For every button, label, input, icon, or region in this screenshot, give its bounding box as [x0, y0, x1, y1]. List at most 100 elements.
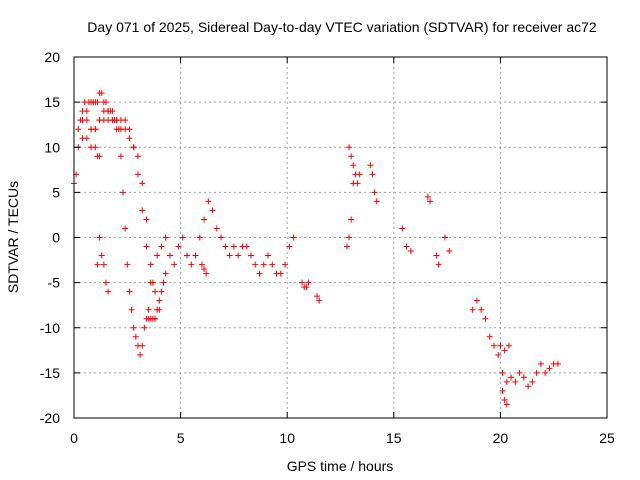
data-point-s0-g0-29 [132, 333, 139, 340]
data-point-s0-g1-18 [152, 315, 159, 322]
data-point-s0-g6-2 [203, 270, 210, 277]
data-point-s0-g1-2 [83, 117, 90, 124]
data-point-s0-g7-2 [303, 284, 310, 291]
y-tick-label-0: -20 [40, 410, 60, 426]
data-point-s0-g4-4 [102, 279, 109, 286]
data-point-s0-g5-32 [282, 261, 289, 268]
data-point-s0-g5-19 [226, 252, 233, 259]
data-point-s0-g5-5 [166, 252, 173, 259]
data-point-s0-g9-6 [356, 171, 363, 178]
data-point-s0-g15-14 [529, 378, 536, 385]
data-point-s0-g14-2 [441, 234, 448, 241]
data-point-s0-g11-2 [371, 189, 378, 196]
data-point-s0-g0-32 [139, 342, 146, 349]
data-point-s0-g4-1 [96, 234, 103, 241]
data-point-s0-g3-3 [96, 153, 103, 160]
y-tick-label-5: 5 [52, 184, 60, 200]
data-point-s0-g15-15 [533, 369, 540, 376]
data-point-s0-g6-0 [198, 261, 205, 268]
data-point-s0-g5-24 [247, 252, 254, 259]
y-tick-label-7: 15 [44, 94, 60, 110]
data-point-s0-g0-23 [120, 189, 127, 196]
data-point-s0-g15-17 [542, 369, 549, 376]
data-point-s0-g0-33 [141, 324, 148, 331]
data-point-s0-g2-11 [126, 135, 133, 142]
data-point-s0-g16-2 [503, 401, 510, 408]
data-point-s0-g0-22 [117, 153, 124, 160]
data-point-s0-g1-11 [122, 117, 129, 124]
data-point-s0-g5-31 [277, 270, 284, 277]
data-point-s0-g1-0 [75, 126, 82, 133]
data-point-s0-g4-3 [100, 261, 107, 268]
data-point-s0-g12-0 [399, 225, 406, 232]
data-point-s0-g17-0 [497, 342, 504, 349]
data-point-s0-g15-6 [495, 351, 502, 358]
data-point-s0-g11-0 [367, 162, 374, 169]
data-point-s0-g0-15 [102, 99, 109, 106]
data-point-s0-g14-3 [446, 248, 453, 255]
data-point-s0-g5-28 [265, 252, 272, 259]
data-point-s0-g5-27 [260, 261, 267, 268]
data-point-s0-g15-20 [554, 360, 561, 367]
data-point-s0-g5-23 [243, 243, 250, 250]
data-point-s0-g2-1 [83, 135, 90, 142]
data-point-s0-g5-21 [235, 252, 242, 259]
data-point-s0-g0-25 [124, 261, 131, 268]
data-point-s0-g12-2 [407, 248, 414, 255]
data-point-s0-g15-5 [491, 342, 498, 349]
x-tick-label-0: 0 [70, 430, 78, 446]
data-point-s0-g15-3 [482, 315, 489, 322]
data-point-s0-g2-15 [143, 216, 150, 223]
data-point-s0-g2-12 [130, 144, 137, 151]
data-point-s0-g5-10 [188, 261, 195, 268]
data-point-s0-g0-6 [83, 108, 90, 115]
data-point-s0-g17-1 [501, 347, 508, 354]
data-point-s0-g15-9 [508, 374, 515, 381]
data-point-s0-g5-8 [179, 234, 186, 241]
data-point-s0-g5-6 [171, 261, 178, 268]
data-point-s0-g5-3 [158, 243, 165, 250]
data-point-s0-g15-13 [525, 383, 532, 390]
data-point-s0-g15-8 [503, 378, 510, 385]
data-point-s0-g12-1 [403, 243, 410, 250]
data-point-s0-g15-2 [478, 306, 485, 313]
data-point-s0-g10-0 [346, 144, 353, 151]
data-point-s0-g10-1 [348, 153, 355, 160]
y-tick-label-3: -5 [48, 275, 61, 291]
data-point-s0-g15-10 [512, 378, 519, 385]
data-point-s0-g2-18 [156, 306, 163, 313]
x-tick-label-1: 5 [177, 430, 185, 446]
data-point-s0-g15-12 [520, 374, 527, 381]
data-point-s0-g4-0 [94, 261, 101, 268]
data-point-s0-g5-29 [269, 261, 276, 268]
data-point-s0-g9-2 [348, 216, 355, 223]
data-point-s0-g14-0 [433, 252, 440, 259]
y-axis-label: SDTVAR / TECUs [5, 181, 21, 293]
data-point-s0-g9-1 [346, 234, 353, 241]
data-point-s0-g9-0 [343, 243, 350, 250]
data-point-s0-g3-1 [92, 144, 99, 151]
data-point-s0-g7-3 [305, 279, 312, 286]
data-point-s0-g4-2 [98, 252, 105, 259]
data-point-s0-g15-4 [486, 333, 493, 340]
axis-ticks: 0 5 10 15 20 25 -20 -15 -10 -5 0 5 10 15 20 [40, 49, 615, 446]
data-point-s0-g9-5 [354, 180, 361, 187]
data-point-s0-g5-7 [175, 243, 182, 250]
data-point-s0-g8-1 [316, 297, 323, 304]
data-point-s0-g15-0 [469, 306, 476, 313]
x-axis-label: GPS time / hours [287, 458, 394, 474]
data-point-s0-g2-13 [134, 153, 141, 160]
x-tick-label-2: 10 [279, 430, 295, 446]
data-point-s0-g0-28 [130, 324, 137, 331]
data-point-s0-g5-13 [201, 216, 208, 223]
grid [74, 57, 607, 418]
data-point-s0-g2-17 [152, 288, 159, 295]
data-point-s0-g1-8 [109, 108, 116, 115]
data-point-s0-g15-18 [546, 365, 553, 372]
data-point-s0-g5-0 [145, 306, 152, 313]
y-tick-label-4: 0 [52, 230, 60, 246]
data-point-s0-g2-14 [139, 180, 146, 187]
data-point-s0-g6-1 [201, 266, 208, 273]
y-tick-label-8: 20 [44, 49, 60, 65]
data-points [71, 90, 561, 408]
